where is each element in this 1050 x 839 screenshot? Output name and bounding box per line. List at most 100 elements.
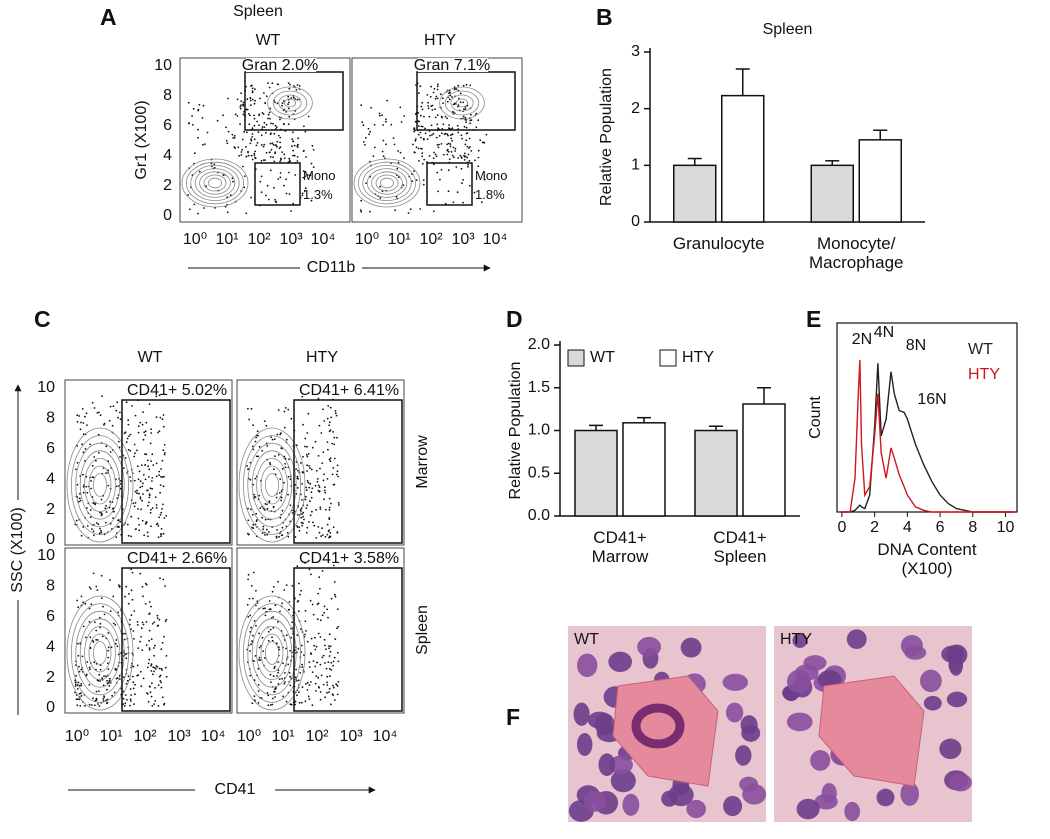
event-dot — [451, 133, 453, 136]
event-dot — [82, 451, 85, 454]
event-dot — [337, 504, 340, 506]
event-dot — [296, 694, 298, 697]
event-dot — [256, 430, 259, 433]
event-dot — [100, 529, 102, 532]
event-dot — [306, 432, 309, 434]
event-dot — [266, 533, 269, 536]
event-dot — [281, 467, 284, 470]
event-dot — [81, 655, 84, 658]
event-dot — [158, 470, 161, 473]
event-dot — [311, 704, 314, 707]
event-dot — [125, 657, 128, 660]
event-dot — [107, 632, 110, 634]
event-dot — [464, 116, 467, 119]
event-dot — [253, 620, 256, 622]
event-dot — [294, 536, 297, 538]
event-dot — [304, 171, 307, 174]
event-dot — [86, 661, 89, 663]
cell-nucleus — [939, 738, 962, 760]
event-dot — [328, 518, 331, 521]
event-dot — [465, 83, 468, 86]
event-dot — [420, 125, 423, 128]
event-dot — [315, 508, 317, 511]
event-dot — [86, 525, 89, 527]
event-dot — [247, 519, 250, 522]
event-dot — [270, 122, 272, 125]
x-tick-label: 10¹ — [271, 728, 294, 745]
event-dot — [467, 163, 469, 166]
event-dot — [395, 196, 398, 198]
event-dot — [328, 655, 331, 657]
event-dot — [333, 656, 336, 659]
event-dot — [158, 516, 161, 519]
event-dot — [150, 428, 153, 431]
event-dot — [74, 681, 77, 684]
event-dot — [296, 526, 299, 528]
event-dot — [139, 496, 142, 498]
event-dot — [306, 689, 309, 691]
event-dot — [430, 85, 432, 88]
x-tick-label: 10² — [419, 231, 443, 248]
event-dot — [269, 169, 272, 172]
event-dot — [269, 608, 272, 611]
event-dot — [77, 698, 79, 701]
event-dot — [462, 179, 464, 181]
event-dot — [273, 438, 276, 440]
event-dot — [128, 435, 130, 437]
event-dot — [385, 143, 387, 146]
event-dot — [315, 537, 318, 539]
event-dot — [325, 667, 328, 670]
event-dot — [418, 160, 420, 162]
event-dot — [90, 603, 93, 606]
event-dot — [264, 607, 266, 610]
event-dot — [300, 462, 302, 464]
event-dot — [106, 680, 108, 682]
event-dot — [461, 137, 463, 140]
event-dot — [95, 638, 98, 641]
event-dot — [277, 178, 280, 180]
event-dot — [250, 154, 253, 157]
plot-frame — [236, 379, 405, 546]
event-dot — [79, 428, 82, 431]
y-tick-label: 10 — [37, 547, 55, 564]
event-dot — [187, 101, 190, 104]
event-dot — [148, 501, 150, 504]
event-dot — [266, 184, 269, 187]
event-dot — [125, 401, 128, 404]
event-dot — [153, 666, 156, 669]
event-dot — [233, 135, 236, 137]
y-tick-label: 4 — [46, 470, 55, 487]
event-dot — [291, 145, 293, 148]
event-dot — [193, 203, 196, 206]
event-dot — [140, 508, 143, 511]
event-dot — [290, 210, 292, 212]
event-dot — [100, 574, 103, 577]
x-tick-label: 10² — [133, 728, 157, 745]
event-dot — [439, 93, 442, 96]
event-dot — [307, 412, 310, 415]
column-label: WT — [137, 349, 163, 366]
event-dot — [281, 509, 284, 512]
event-dot — [162, 449, 165, 452]
event-dot — [162, 425, 165, 428]
event-dot — [254, 156, 256, 159]
event-dot — [442, 102, 444, 105]
event-dot — [96, 589, 99, 591]
event-dot — [123, 705, 126, 707]
event-dot — [319, 636, 322, 638]
cell-nucleus — [900, 635, 923, 657]
event-dot — [246, 98, 249, 101]
event-dot — [153, 621, 156, 623]
contour — [79, 450, 121, 520]
event-dot — [330, 416, 333, 419]
event-dot — [255, 436, 257, 439]
event-dot — [317, 526, 320, 528]
event-dot — [159, 491, 162, 494]
event-dot — [271, 438, 274, 441]
event-dot — [301, 644, 303, 647]
cell-nucleus — [876, 788, 895, 807]
event-dot — [148, 601, 151, 603]
event-dot — [320, 432, 323, 434]
gate — [293, 567, 403, 712]
event-dot — [107, 649, 110, 652]
